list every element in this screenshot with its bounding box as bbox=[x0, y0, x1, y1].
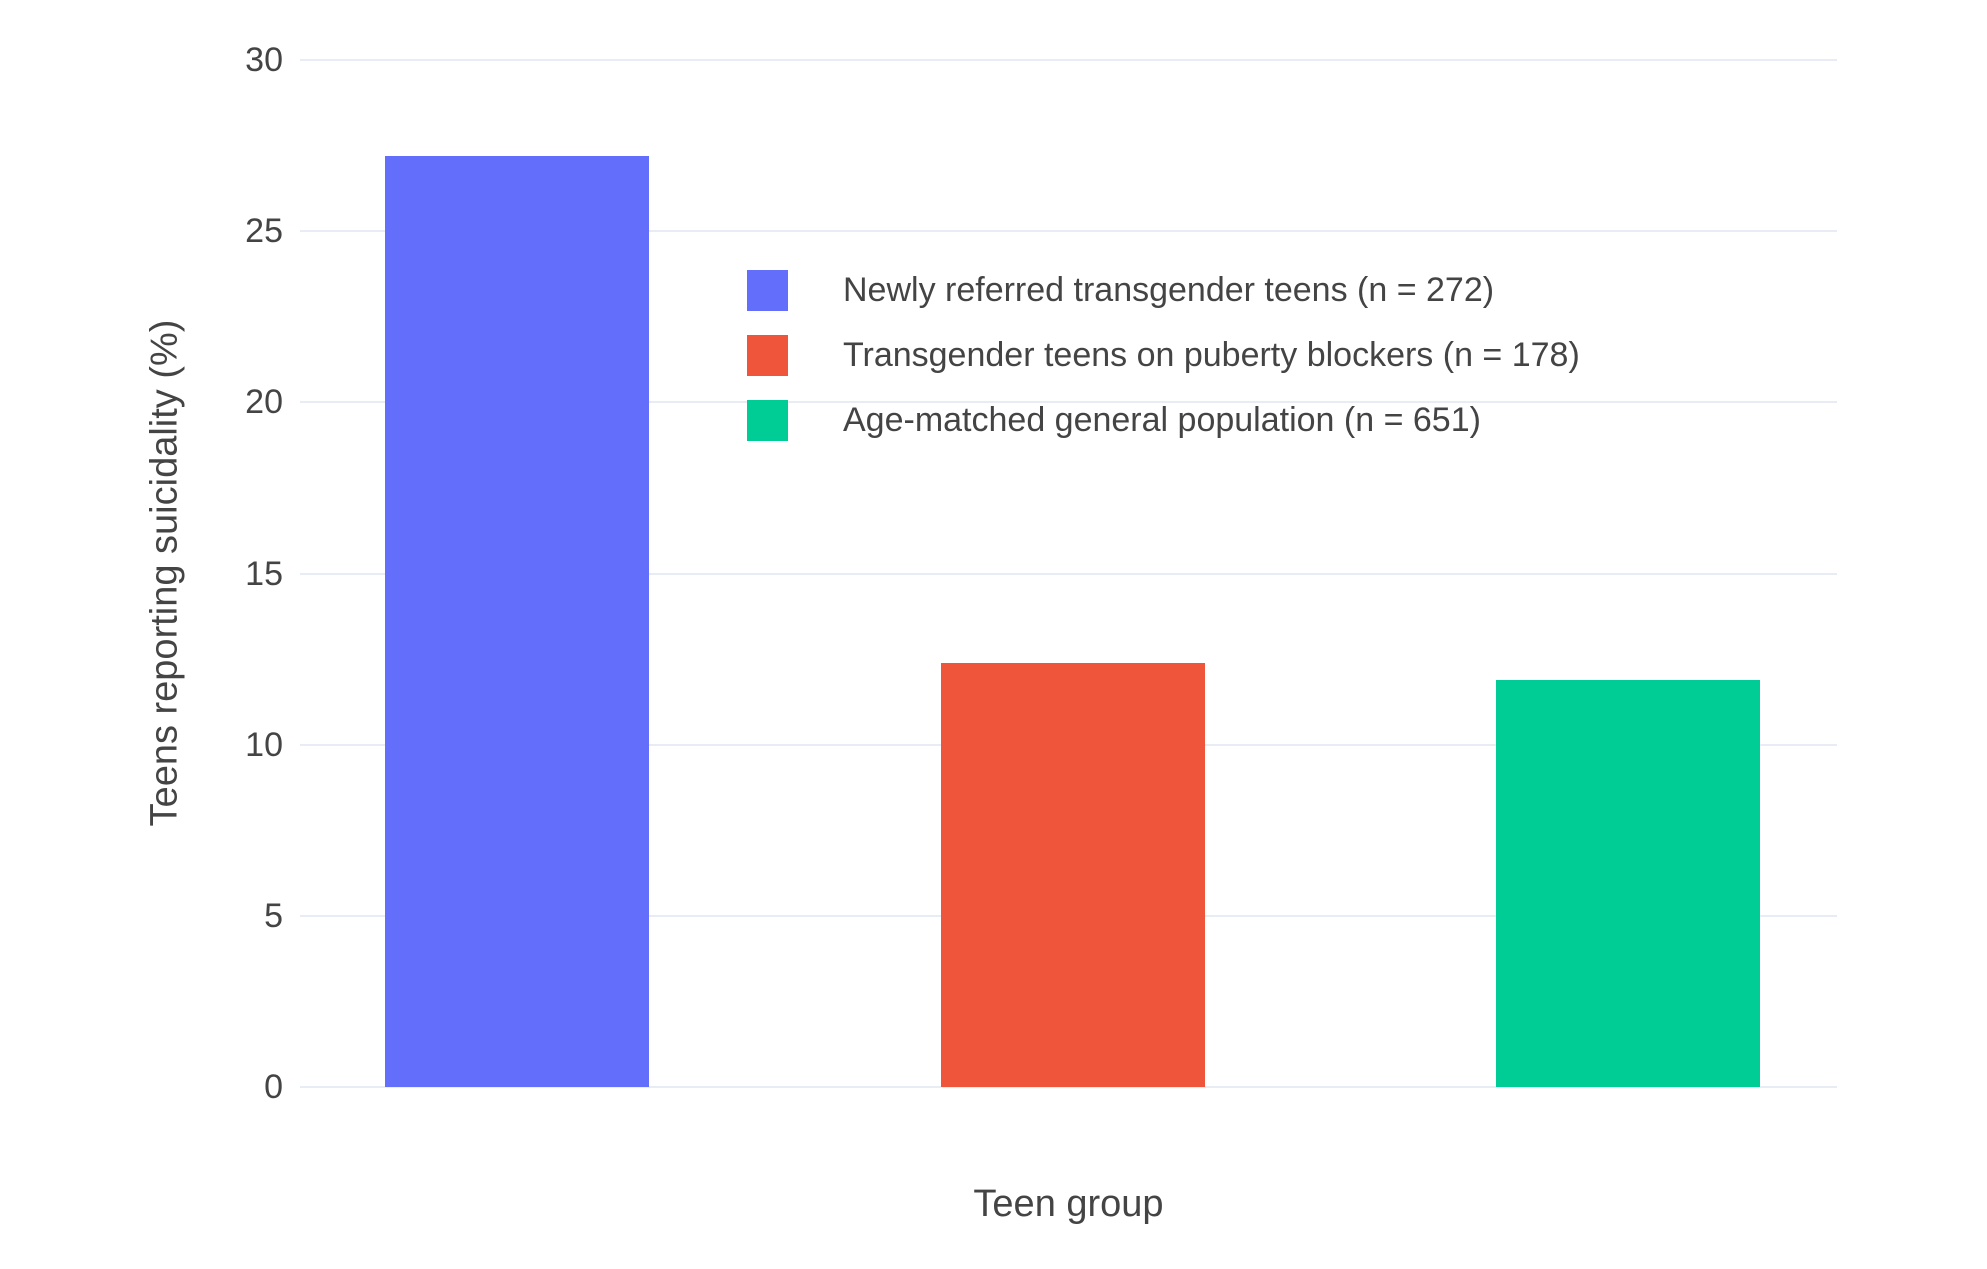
y-tick-label-20: 20 bbox=[245, 383, 283, 422]
legend-label: Transgender teens on puberty blockers (n… bbox=[843, 336, 1580, 374]
legend-item-1[interactable]: Transgender teens on puberty blockers (n… bbox=[747, 323, 1580, 388]
bar-1 bbox=[940, 662, 1206, 1087]
legend-item-2[interactable]: Age-matched general population (n = 651) bbox=[747, 388, 1580, 453]
y-tick-label-10: 10 bbox=[245, 725, 283, 764]
y-tick-label-30: 30 bbox=[245, 41, 283, 79]
y-tick-label-15: 15 bbox=[245, 554, 283, 593]
legend-swatch-icon bbox=[747, 400, 788, 441]
legend: Newly referred transgender teens (n = 27… bbox=[747, 258, 1580, 453]
legend-label: Newly referred transgender teens (n = 27… bbox=[843, 271, 1495, 309]
y-tick-label-0: 0 bbox=[264, 1068, 283, 1106]
gridline-y-20 bbox=[300, 401, 1837, 404]
bar-0 bbox=[384, 155, 649, 1087]
legend-label: Age-matched general population (n = 651) bbox=[843, 401, 1481, 439]
y-tick-label-5: 5 bbox=[264, 896, 283, 935]
gridline-y-30 bbox=[300, 59, 1837, 61]
bar-2 bbox=[1495, 679, 1761, 1087]
gridline-y-25 bbox=[300, 230, 1837, 233]
gridline-y-0 bbox=[300, 1086, 1837, 1088]
legend-swatch-icon bbox=[747, 335, 788, 376]
gridline-y-15 bbox=[300, 572, 1837, 575]
legend-item-0[interactable]: Newly referred transgender teens (n = 27… bbox=[747, 258, 1580, 323]
x-axis-title: Teen group bbox=[973, 1183, 1164, 1225]
y-axis-tick-labels: 0 5 10 15 20 25 30 bbox=[0, 0, 283, 1269]
y-tick-label-25: 25 bbox=[245, 212, 283, 251]
plot-area bbox=[300, 59, 1837, 1088]
legend-swatch-icon bbox=[747, 270, 788, 311]
